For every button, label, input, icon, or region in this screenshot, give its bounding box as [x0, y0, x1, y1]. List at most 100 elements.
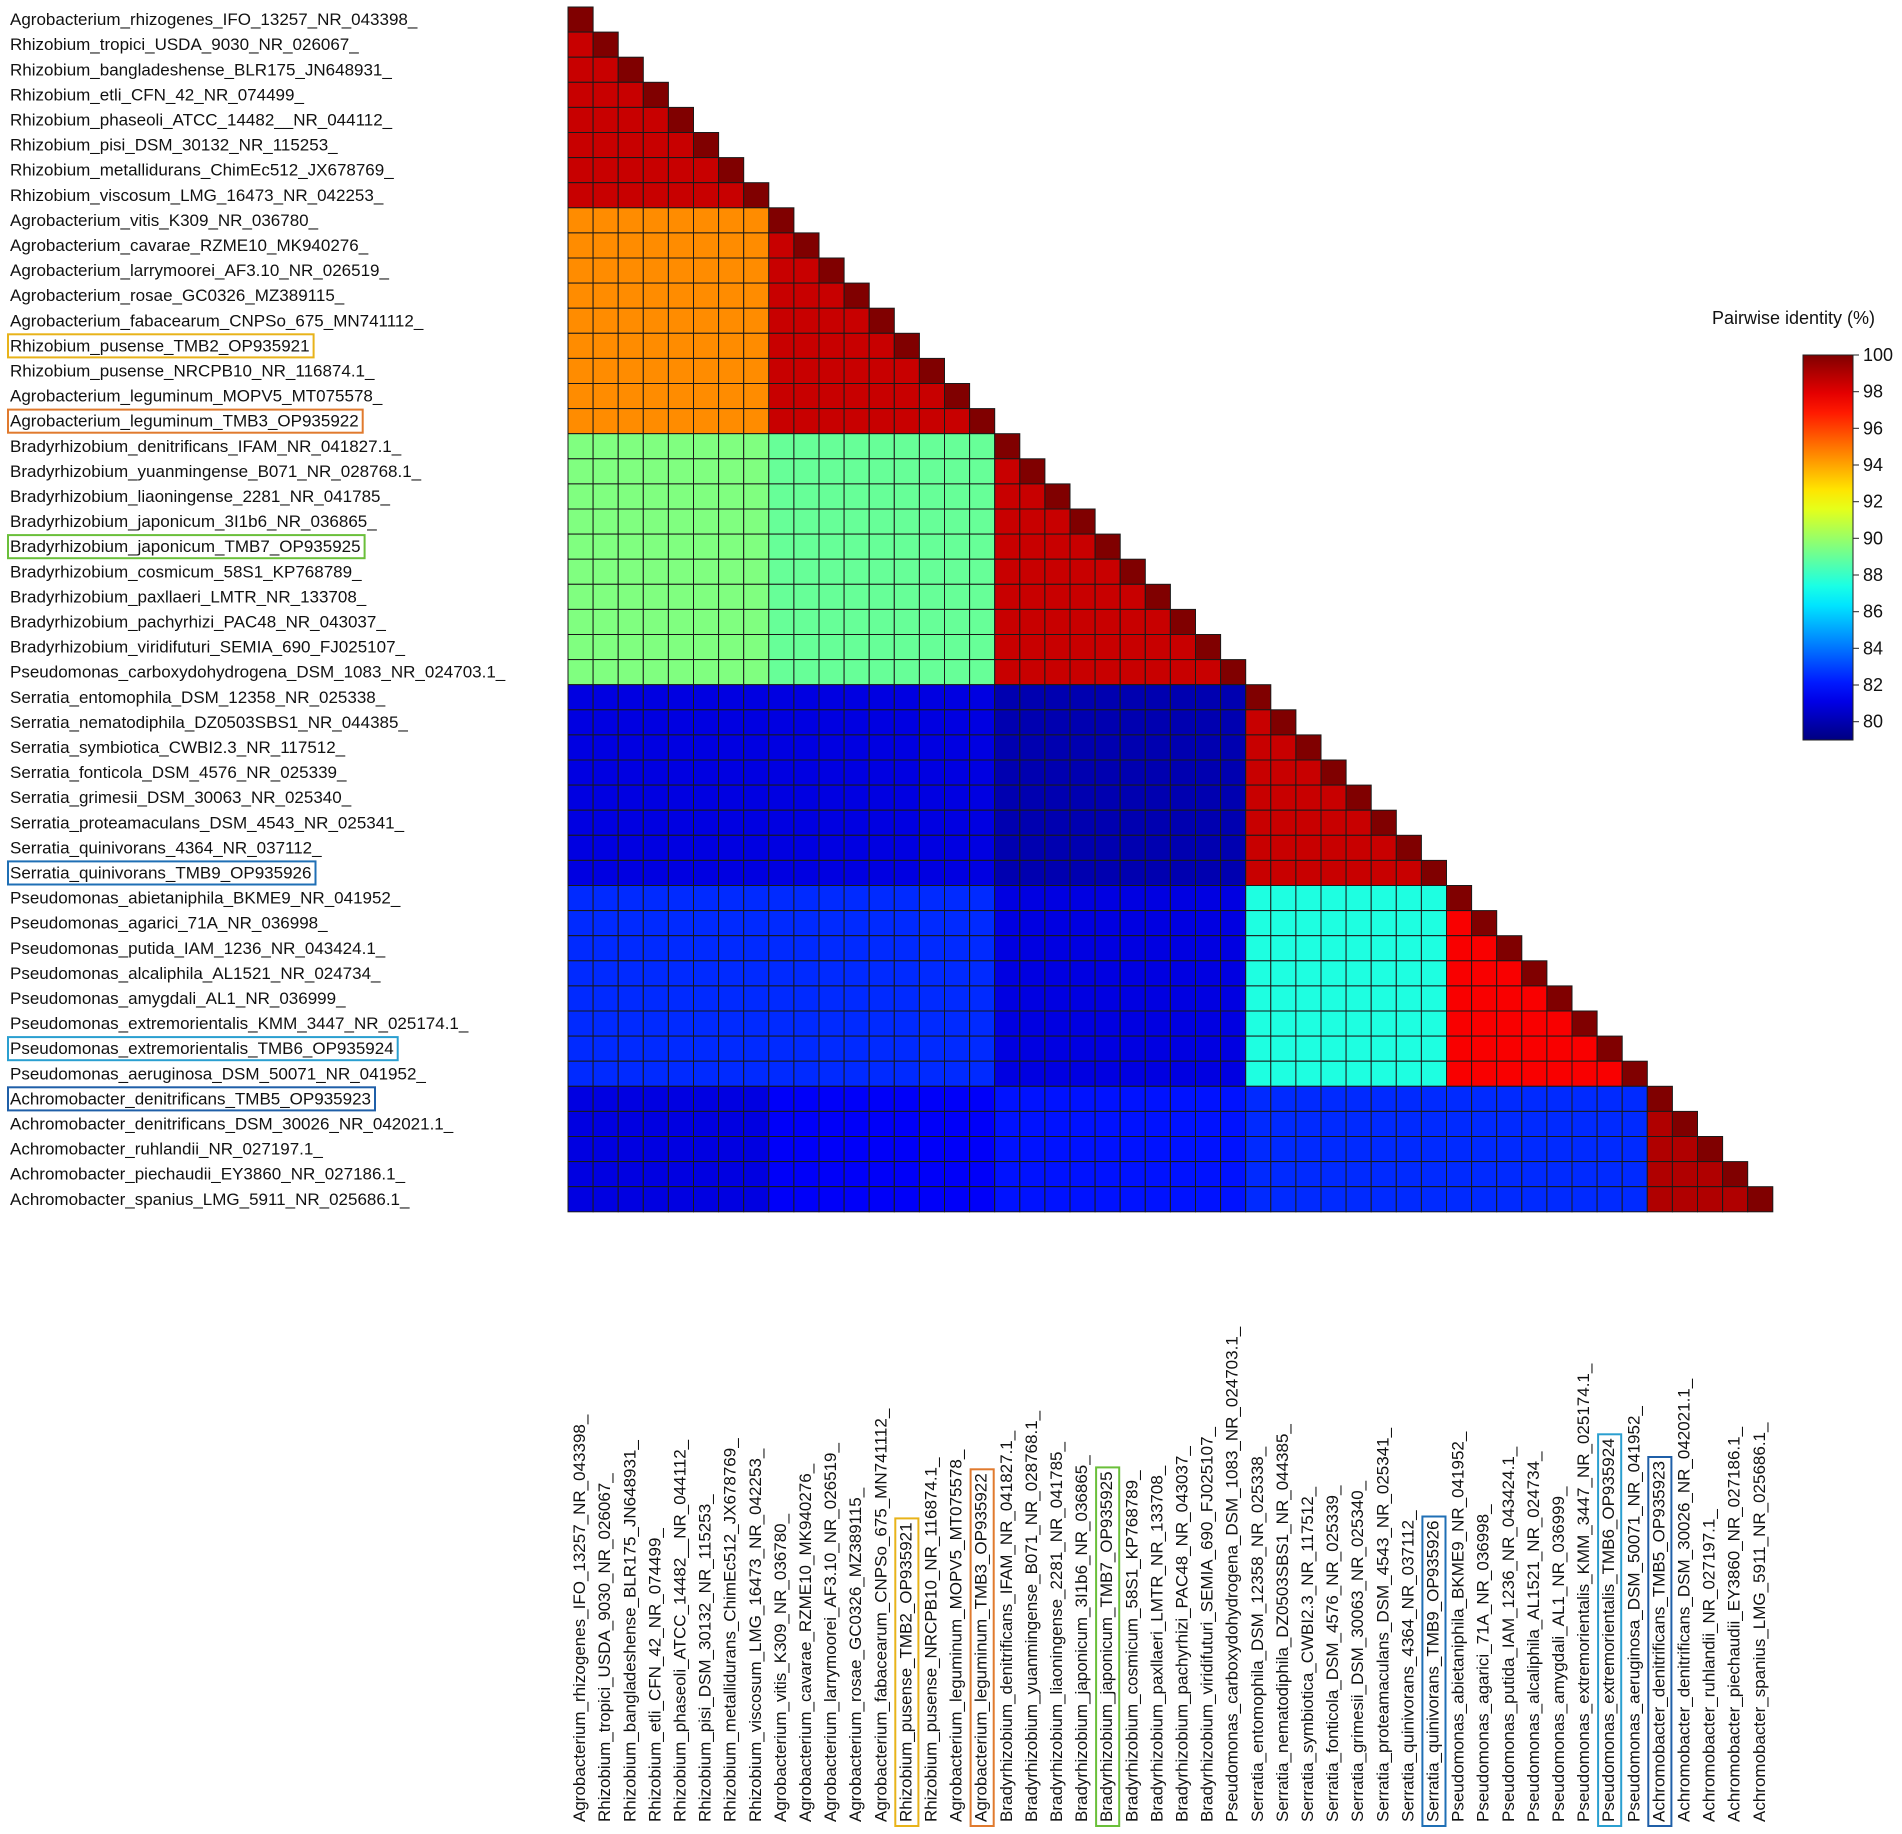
heatmap-cell — [592, 1060, 619, 1087]
row-label: Serratia_quinivorans_4364_NR_037112_ — [10, 838, 322, 857]
row-labels: Agrobacterium_rhizogenes_IFO_13257_NR_04… — [7, 10, 506, 1209]
heatmap-cell — [1646, 1110, 1673, 1138]
heatmap-cell — [1169, 1060, 1197, 1087]
heatmap-cell — [768, 885, 795, 912]
heatmap-cell — [667, 558, 695, 585]
heatmap-cell — [994, 1110, 1021, 1138]
heatmap-cell — [743, 935, 770, 962]
heatmap-cell — [718, 458, 745, 485]
heatmap-cell — [1220, 960, 1247, 987]
heatmap-cell — [693, 684, 720, 711]
column-label: Serratia_proteamaculans_DSM_4543_NR_0253… — [1373, 1427, 1392, 1822]
heatmap-cell — [969, 1035, 996, 1062]
heatmap-cell — [1119, 608, 1146, 636]
heatmap-cell — [1270, 1186, 1297, 1213]
heatmap-cell — [1370, 1010, 1397, 1037]
heatmap-cell — [893, 608, 920, 636]
heatmap-cell — [718, 307, 745, 334]
heatmap-cell — [743, 834, 770, 861]
heatmap-cell — [768, 558, 795, 585]
heatmap-cell — [768, 1035, 795, 1062]
heatmap-cell — [1596, 1161, 1623, 1188]
heatmap-cell — [868, 734, 895, 761]
heatmap-cell — [1019, 1035, 1046, 1062]
heatmap-cell — [1395, 1136, 1422, 1163]
heatmap-cell — [743, 332, 770, 359]
heatmap-cell — [718, 207, 745, 234]
heatmap-cell — [667, 583, 695, 610]
heatmap-cell — [1295, 1085, 1322, 1112]
heatmap-cell — [718, 182, 745, 209]
heatmap-cell — [1496, 960, 1523, 987]
row-label: Rhizobium_pusense_NRCPB10_NR_116874.1_ — [10, 361, 375, 380]
heatmap-cell — [642, 1186, 669, 1213]
heatmap-cell — [1144, 885, 1171, 912]
heatmap-cell — [1245, 809, 1272, 836]
column-label: Rhizobium_viscosum_LMG_16473_NR_042253_ — [746, 1448, 765, 1822]
heatmap-cell — [1019, 784, 1046, 811]
heatmap-cell — [969, 659, 996, 686]
heatmap-cell — [592, 759, 619, 786]
heatmap-cell — [667, 608, 695, 636]
heatmap-cell — [1596, 1060, 1623, 1087]
heatmap-cell — [1446, 1186, 1473, 1213]
heatmap-cell — [944, 1060, 971, 1087]
heatmap-cell — [1220, 1060, 1247, 1087]
heatmap-cell — [1044, 1136, 1071, 1163]
column-label: Rhizobium_pusense_NRCPB10_NR_116874.1_ — [921, 1457, 940, 1822]
heatmap-cell — [1471, 910, 1498, 937]
column-label-highlight — [894, 1517, 920, 1828]
heatmap-cell — [893, 1186, 920, 1213]
heatmap-cell — [1571, 1136, 1598, 1163]
heatmap-cell — [1446, 1010, 1473, 1037]
heatmap-cell — [567, 960, 594, 987]
heatmap-cell — [768, 282, 795, 309]
heatmap-cell — [1019, 634, 1046, 661]
heatmap-cell — [667, 157, 695, 184]
heatmap-cell — [793, 232, 820, 259]
column-label: Agrobacterium_rhizogenes_IFO_13257_NR_04… — [570, 1414, 589, 1822]
heatmap-cell — [893, 558, 920, 585]
heatmap-cell — [693, 608, 720, 636]
heatmap-cell — [1044, 1085, 1071, 1112]
heatmap-cell — [868, 885, 895, 912]
heatmap-cell — [617, 132, 644, 159]
heatmap-cell — [793, 809, 820, 836]
heatmap-cell — [693, 634, 720, 661]
heatmap-cell — [1621, 1186, 1648, 1213]
heatmap-cell — [1094, 734, 1121, 761]
heatmap-cell — [1169, 709, 1197, 736]
heatmap-cell — [1471, 985, 1498, 1012]
heatmap-cell — [969, 483, 996, 510]
heatmap-cell — [818, 1136, 845, 1163]
heatmap-cell — [768, 859, 795, 887]
heatmap-cell — [818, 307, 845, 334]
heatmap-cell — [893, 834, 920, 861]
heatmap-cell — [1420, 1186, 1448, 1213]
heatmap-cell — [617, 985, 644, 1012]
row-label: Pseudomonas_abietaniphila_BKME9_NR_04195… — [10, 889, 401, 908]
heatmap-cell — [1646, 1085, 1673, 1112]
heatmap-cell — [1169, 608, 1197, 636]
heatmap-cell — [592, 1110, 619, 1138]
heatmap-cell — [843, 383, 870, 410]
heatmap-cell — [617, 383, 644, 410]
heatmap-cell — [893, 935, 920, 962]
heatmap-cell — [642, 935, 669, 962]
heatmap-cell — [918, 985, 946, 1012]
heatmap-cell — [693, 1035, 720, 1062]
heatmap-cell — [768, 809, 795, 836]
heatmap-cell — [667, 709, 695, 736]
heatmap-cell — [743, 910, 770, 937]
heatmap-cell — [743, 1110, 770, 1138]
heatmap-cell — [667, 1060, 695, 1087]
heatmap-cell — [1446, 960, 1473, 987]
heatmap-cell — [893, 458, 920, 485]
heatmap-cell — [868, 383, 895, 410]
heatmap-cell — [1395, 834, 1422, 861]
heatmap-cell — [1044, 1186, 1071, 1213]
heatmap-cell — [1094, 809, 1121, 836]
heatmap-cell — [893, 583, 920, 610]
heatmap-cell — [743, 734, 770, 761]
row-label: Bradyrhizobium_yuanmingense_B071_NR_0287… — [10, 462, 422, 481]
